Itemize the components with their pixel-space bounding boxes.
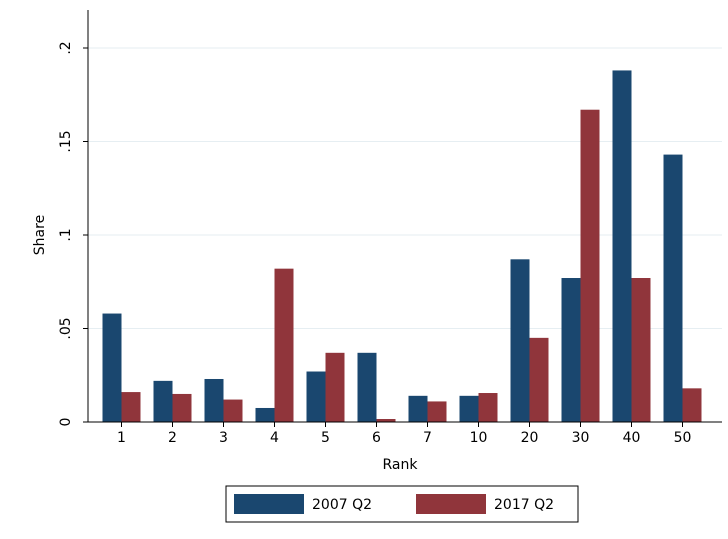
legend-label: 2007 Q2 <box>312 497 372 513</box>
bar <box>274 268 294 422</box>
legend-label: 2017 Q2 <box>494 497 554 513</box>
x-tick-label: 40 <box>623 430 641 446</box>
bar <box>459 395 479 422</box>
legend-swatch <box>416 494 486 514</box>
bar <box>612 70 632 422</box>
bar <box>427 401 447 422</box>
bar <box>663 154 683 422</box>
bar <box>529 337 549 422</box>
y-tick-label: .1 <box>58 228 74 241</box>
bar <box>561 278 581 422</box>
bar <box>153 380 173 422</box>
x-tick-label: 2 <box>168 430 177 446</box>
x-tick-label: 4 <box>270 430 279 446</box>
bar <box>306 371 326 422</box>
bar <box>223 399 243 422</box>
bar <box>325 352 345 422</box>
bar <box>255 407 275 422</box>
y-axis-label: Share <box>32 215 48 255</box>
x-tick-label: 7 <box>423 430 432 446</box>
bar <box>510 259 530 422</box>
legend-swatch <box>234 494 304 514</box>
bar <box>357 352 377 422</box>
x-tick-label: 50 <box>674 430 692 446</box>
bar <box>580 109 600 423</box>
x-tick-label: 6 <box>372 430 381 446</box>
bar <box>478 393 498 422</box>
y-tick-label: .15 <box>58 130 74 152</box>
x-axis-label: Rank <box>383 457 419 473</box>
bar <box>172 393 192 422</box>
bar <box>408 395 428 422</box>
x-tick-label: 3 <box>219 430 228 446</box>
x-tick-label: 10 <box>470 430 488 446</box>
y-tick-label: 0 <box>58 418 74 427</box>
x-tick-label: 1 <box>117 430 126 446</box>
bar <box>102 313 122 422</box>
bar <box>631 278 651 422</box>
bar <box>121 392 141 422</box>
bar <box>204 378 224 422</box>
y-tick-label: .05 <box>58 317 74 339</box>
y-tick-label: .2 <box>58 41 74 54</box>
bar <box>682 388 702 422</box>
x-tick-label: 20 <box>521 430 539 446</box>
x-tick-label: 5 <box>321 430 330 446</box>
x-tick-label: 30 <box>572 430 590 446</box>
bar <box>376 419 396 422</box>
